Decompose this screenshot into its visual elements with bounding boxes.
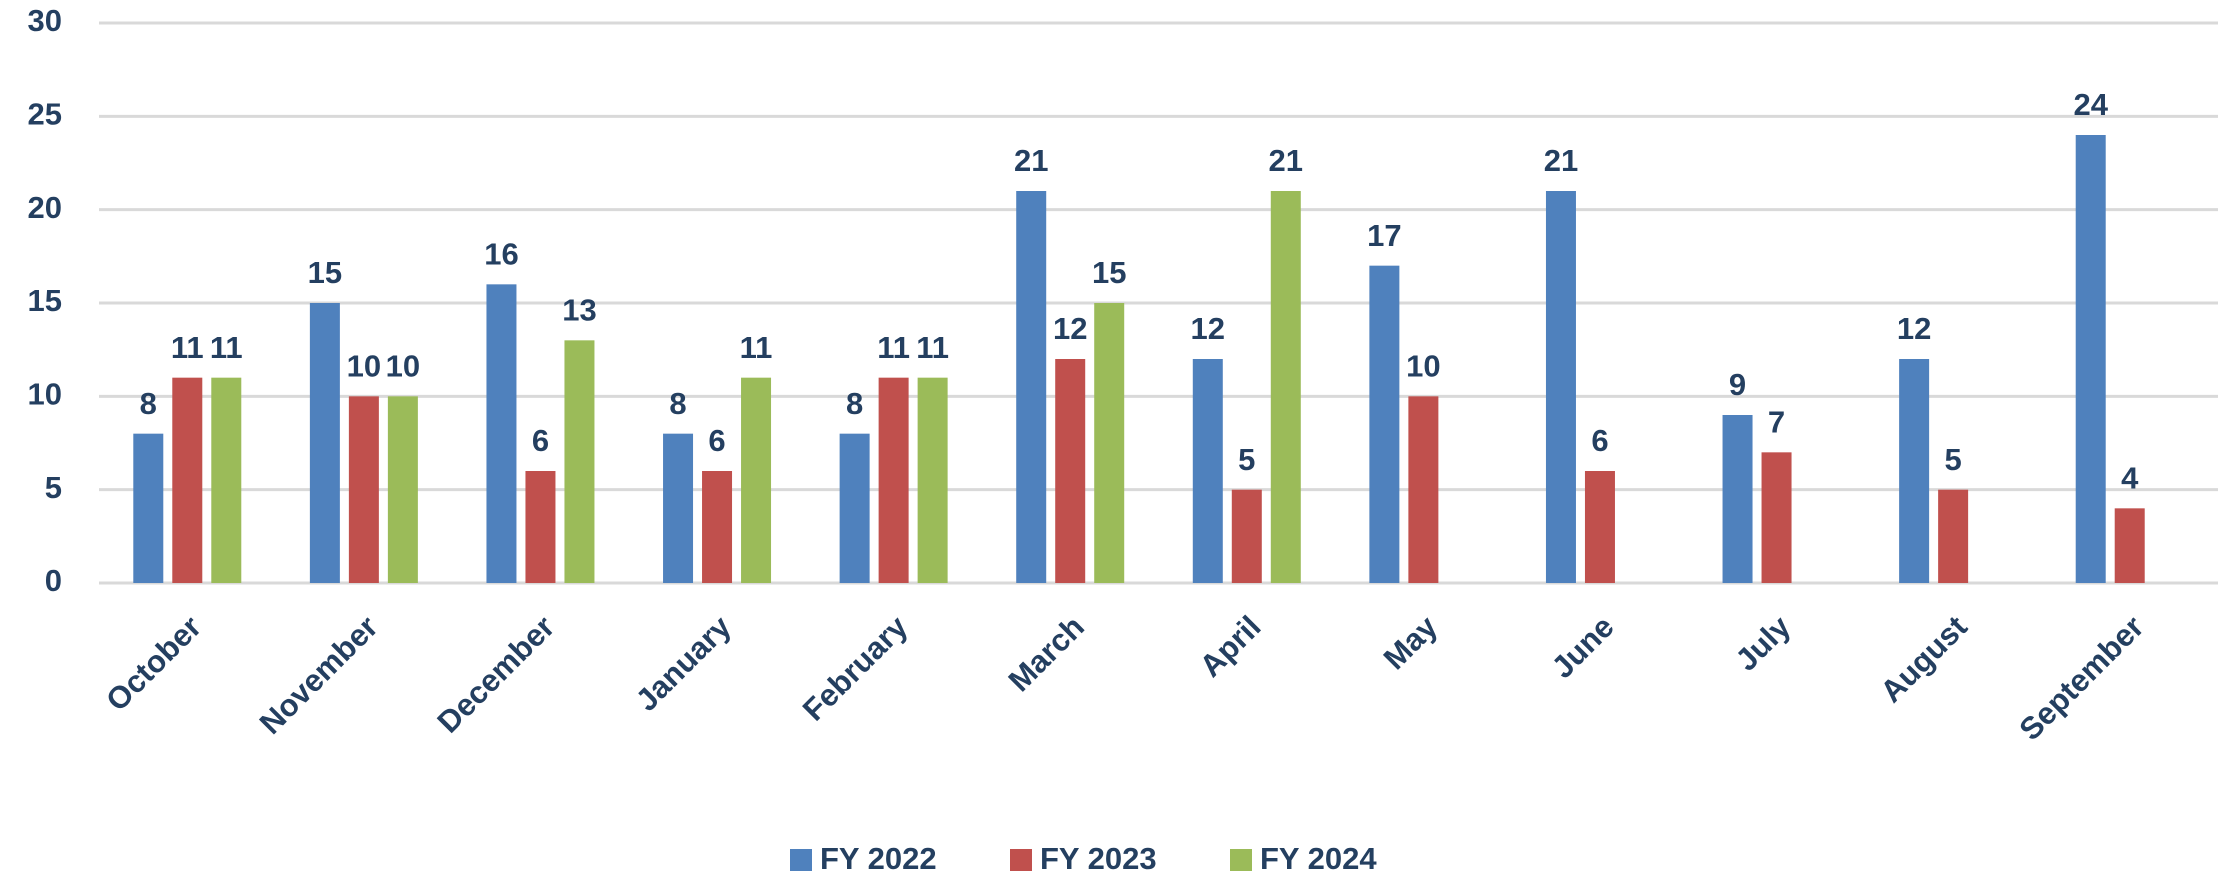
data-label: 9 [1729,367,1746,402]
y-tick-label: 20 [28,190,62,225]
bar [1094,303,1125,583]
data-label: 6 [708,423,725,458]
data-label: 11 [171,330,204,365]
x-tick-label: September [2012,609,2150,747]
data-label: 15 [1092,255,1126,290]
bar [1231,489,1262,583]
data-label: 24 [2073,87,2108,122]
bar [1055,359,1086,583]
data-label: 11 [877,330,910,365]
x-tick-label: November [253,609,385,741]
bar [1192,359,1223,583]
x-tick-label: October [99,609,208,718]
bar [2114,508,2145,583]
bar [1584,471,1615,583]
bar [564,340,595,583]
bar [839,433,870,583]
data-label: 16 [484,237,518,272]
bar [211,377,242,583]
legend-label: FY 2023 [1040,841,1157,876]
bar [387,396,418,583]
data-label: 11 [740,330,773,365]
data-label: 12 [1191,311,1225,346]
data-label: 11 [210,330,243,365]
bar [309,303,340,583]
bar [917,377,948,583]
bar [1545,191,1576,583]
bar [663,433,694,583]
data-label: 21 [1014,143,1048,178]
data-label: 21 [1269,143,1303,178]
data-label: 13 [562,293,596,328]
bar [1722,415,1753,583]
data-label: 5 [1238,442,1255,477]
data-label: 8 [669,386,686,421]
y-tick-label: 5 [45,470,62,505]
x-tick-label: December [430,609,561,740]
bar [1938,489,1969,583]
legend-label: FY 2024 [1260,841,1377,876]
data-label: 6 [532,423,549,458]
bar [1761,452,1792,583]
legend-label: FY 2022 [820,841,937,876]
y-tick-label: 10 [28,377,62,412]
data-label: 4 [2121,461,2139,496]
bar [702,471,733,583]
bar [172,377,203,583]
y-tick-label: 15 [28,283,62,318]
bar [1270,191,1301,583]
x-tick-label: June [1545,609,1621,685]
data-label: 12 [1053,311,1087,346]
bar [1899,359,1930,583]
bar [486,284,517,583]
data-label: 10 [386,349,420,384]
bar [133,433,164,583]
x-tick-label: July [1729,608,1798,677]
x-tick-label: March [1002,609,1091,698]
bar [348,396,379,583]
bar [525,471,556,583]
y-tick-label: 0 [45,563,62,598]
legend-swatch [790,849,812,871]
bar [1408,396,1439,583]
legend-swatch [1010,849,1032,871]
x-tick-label: February [796,608,915,727]
bar [741,377,772,583]
data-label: 6 [1591,423,1608,458]
legend-swatch [1230,849,1252,871]
data-label: 8 [140,386,157,421]
y-tick-label: 30 [28,3,62,38]
x-tick-label: April [1193,609,1268,684]
x-tick-label: August [1874,609,1974,709]
x-tick-label: May [1377,608,1445,676]
data-label: 10 [1406,349,1440,384]
x-tick-label: January [629,608,738,717]
data-label: 7 [1768,405,1785,440]
data-label: 5 [1945,442,1962,477]
bar [878,377,909,583]
bar [1016,191,1047,583]
bar [1369,265,1400,583]
data-label: 11 [916,330,949,365]
data-label: 21 [1544,143,1578,178]
data-label: 10 [347,349,381,384]
data-label: 17 [1367,218,1401,253]
y-tick-label: 25 [28,97,62,132]
data-label: 12 [1897,311,1931,346]
bar [2075,135,2106,583]
data-label: 15 [308,255,342,290]
data-label: 8 [846,386,863,421]
